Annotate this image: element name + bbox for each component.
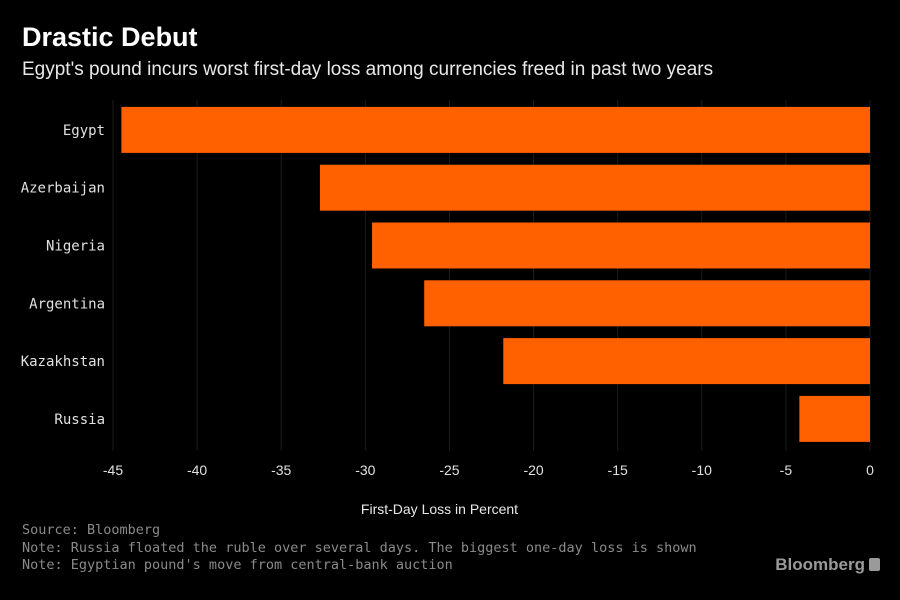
x-axis-label: First-Day Loss in Percent xyxy=(361,501,518,517)
x-tick-label: -20 xyxy=(523,462,543,478)
x-tick-label: -5 xyxy=(780,462,793,478)
chart-subtitle: Egypt's pound incurs worst first-day los… xyxy=(22,59,714,80)
x-tick-label: -30 xyxy=(355,462,375,478)
logo-text: Bloomberg xyxy=(775,555,865,574)
x-tick-label: -35 xyxy=(271,462,291,478)
category-label: Russia xyxy=(54,412,105,428)
x-tick-label: -10 xyxy=(692,462,712,478)
note-egypt: Note: Egyptian pound's move from central… xyxy=(22,557,453,573)
category-label: Azerbaijan xyxy=(21,181,105,197)
x-tick-label: -40 xyxy=(187,462,207,478)
category-label: Argentina xyxy=(29,296,105,312)
x-tick-label: -15 xyxy=(608,462,628,478)
x-tick-label: -45 xyxy=(103,462,123,478)
chart-notes: Source: Bloomberg Note: Russia floated t… xyxy=(22,522,697,575)
bloomberg-logo: Bloomberg xyxy=(775,555,880,575)
bloomberg-mark-icon xyxy=(869,558,880,571)
bar-russia xyxy=(799,395,870,442)
chart-title: Drastic Debut xyxy=(22,22,198,52)
note-russia: Note: Russia floated the ruble over seve… xyxy=(22,539,697,556)
bar-kazakhstan xyxy=(503,338,870,385)
category-label: Nigeria xyxy=(46,239,105,255)
bar-azerbaijan xyxy=(319,164,870,211)
bar-argentina xyxy=(424,280,870,327)
x-tick-label: 0 xyxy=(866,462,874,478)
bar-nigeria xyxy=(372,222,870,269)
x-tick-label: -25 xyxy=(439,462,459,478)
category-label: Egypt xyxy=(63,123,105,139)
bar-egypt xyxy=(121,106,870,153)
category-label: Kazakhstan xyxy=(21,354,105,370)
source-note: Source: Bloomberg xyxy=(22,522,161,538)
